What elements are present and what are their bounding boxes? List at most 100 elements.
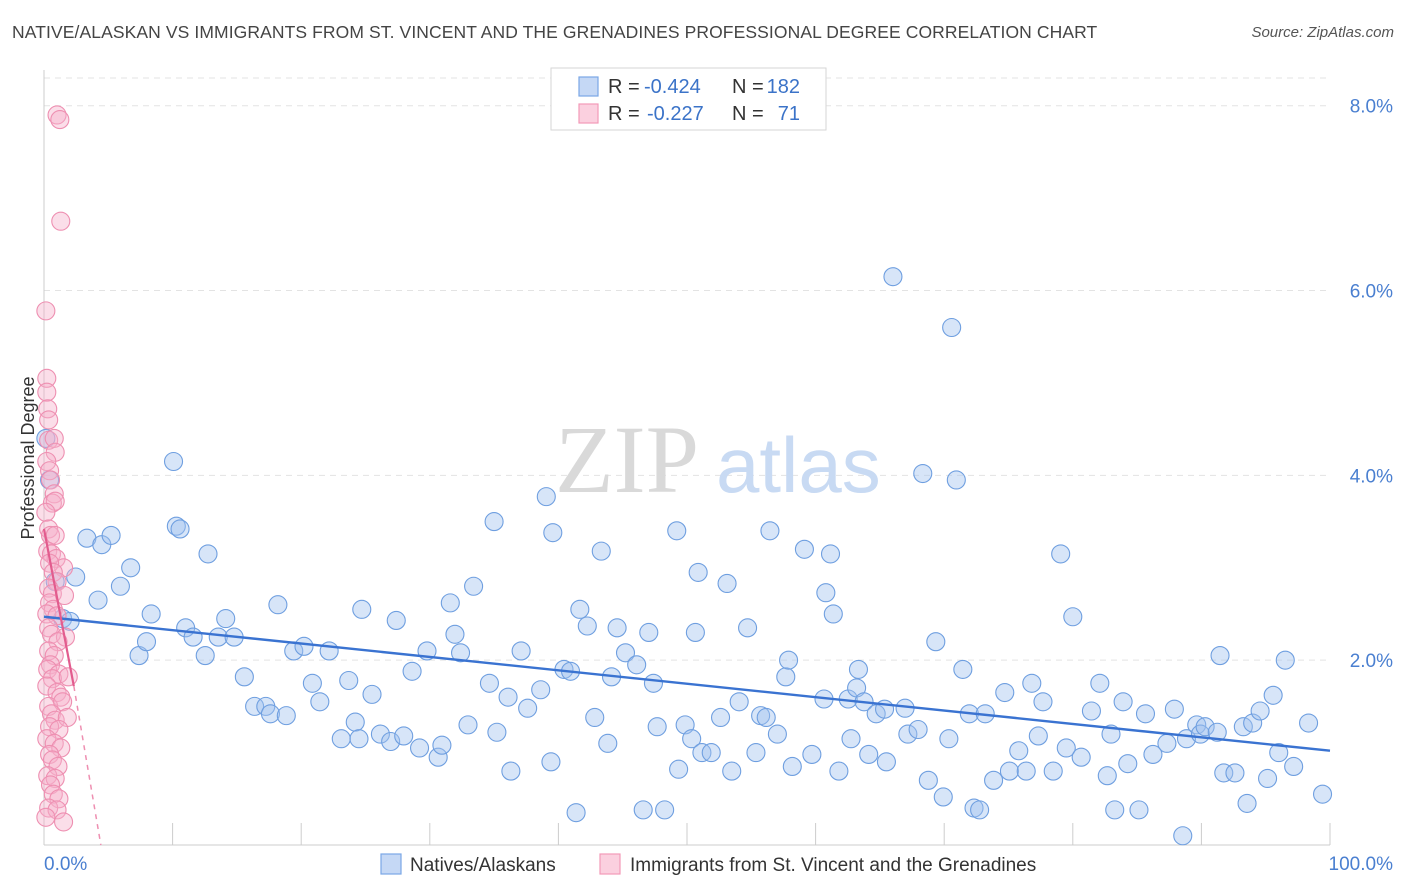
point-immigrants	[50, 110, 70, 130]
point-immigrants	[39, 578, 59, 598]
point-natives	[1284, 756, 1304, 777]
point-natives	[1135, 704, 1156, 724]
point-natives	[339, 670, 359, 691]
point-natives	[268, 595, 288, 615]
point-natives	[939, 729, 959, 749]
point-natives	[953, 659, 973, 679]
point-natives	[615, 643, 636, 663]
point-natives	[451, 643, 471, 663]
point-natives	[479, 673, 499, 693]
point-natives	[1016, 761, 1036, 781]
point-immigrants	[39, 410, 59, 430]
point-natives	[746, 743, 766, 763]
point-natives	[440, 593, 460, 613]
point-immigrants	[44, 428, 64, 448]
point-natives	[722, 761, 742, 781]
point-natives	[1164, 699, 1184, 719]
point-natives	[701, 743, 721, 763]
point-natives	[362, 684, 382, 704]
legend-n-label-natives: N =	[732, 76, 764, 98]
point-natives	[543, 523, 563, 543]
point-natives	[498, 687, 518, 707]
point-natives	[738, 618, 758, 638]
point-natives	[1051, 544, 1071, 564]
point-natives	[136, 632, 157, 652]
watermark-zip: ZIP	[555, 406, 699, 513]
point-natives	[647, 717, 667, 737]
point-natives	[820, 544, 841, 564]
point-natives	[685, 622, 705, 643]
legend-n-value-immigrants: 71	[778, 103, 800, 125]
point-natives	[794, 539, 814, 559]
x-tick-labels: 0.0% 100.0%	[44, 854, 1393, 875]
legend-stats: R = -0.424 N = 182 R = -0.227 N = 71	[550, 67, 827, 131]
y-tick-label: 4.0%	[1350, 466, 1393, 487]
point-natives	[88, 590, 108, 610]
point-natives	[639, 622, 659, 643]
point-immigrants	[58, 667, 78, 687]
point-natives	[195, 646, 215, 666]
point-natives	[1101, 724, 1121, 744]
trend-line-immigrants	[42, 528, 75, 687]
point-natives	[607, 618, 627, 638]
point-natives	[445, 624, 465, 644]
point-natives	[908, 719, 928, 740]
point-natives	[394, 726, 414, 746]
point-natives	[1105, 800, 1125, 820]
point-natives	[1195, 717, 1215, 737]
point-natives	[1312, 784, 1333, 804]
point-natives	[1225, 763, 1245, 783]
y-tick-label: 2.0%	[1350, 651, 1393, 672]
legend-swatch-immigrants	[578, 103, 599, 124]
point-immigrants	[37, 382, 57, 402]
point-immigrants	[37, 676, 57, 696]
point-immigrants	[36, 502, 56, 522]
point-natives	[1143, 744, 1163, 764]
point-natives	[302, 673, 322, 693]
point-natives	[760, 521, 780, 541]
point-natives	[1275, 650, 1295, 670]
point-natives	[198, 544, 218, 564]
watermark: ZIP atlas	[555, 406, 881, 513]
point-natives	[386, 610, 406, 630]
point-natives	[260, 704, 280, 724]
point-natives	[1071, 747, 1091, 767]
y-tick-label: 6.0%	[1350, 282, 1393, 303]
point-immigrants	[45, 491, 65, 511]
legend-bottom: Natives/Alaskans Immigrants from St. Vin…	[380, 853, 1036, 876]
point-natives	[577, 616, 597, 636]
point-natives	[823, 604, 843, 624]
point-natives	[926, 632, 946, 652]
point-natives	[345, 712, 365, 732]
point-natives	[802, 744, 822, 764]
point-natives	[816, 583, 836, 603]
point-natives	[970, 800, 990, 820]
point-natives	[464, 576, 484, 596]
point-natives	[756, 707, 776, 728]
point-natives	[598, 733, 618, 753]
legend-r-label-natives: R =	[608, 76, 640, 98]
point-natives	[1129, 800, 1149, 820]
point-natives	[633, 800, 653, 820]
point-natives	[331, 729, 351, 749]
bottom-legend-swatch-natives	[380, 853, 402, 875]
point-natives	[591, 541, 611, 561]
point-natives	[1157, 733, 1177, 753]
x-tick-label: 0.0%	[44, 854, 87, 875]
point-immigrants	[42, 493, 62, 513]
point-natives	[1263, 685, 1283, 705]
axes	[43, 70, 1331, 846]
point-natives	[1207, 722, 1227, 742]
series-natives-points	[36, 267, 1333, 846]
point-natives	[276, 706, 296, 726]
point-natives	[170, 519, 190, 539]
point-natives	[1090, 673, 1110, 693]
point-natives	[585, 707, 605, 728]
point-natives	[913, 463, 933, 484]
point-immigrants	[36, 301, 56, 321]
point-natives	[1081, 701, 1101, 721]
point-natives	[310, 692, 330, 712]
point-natives	[101, 525, 121, 545]
point-natives	[667, 521, 687, 541]
point-natives	[841, 729, 861, 749]
